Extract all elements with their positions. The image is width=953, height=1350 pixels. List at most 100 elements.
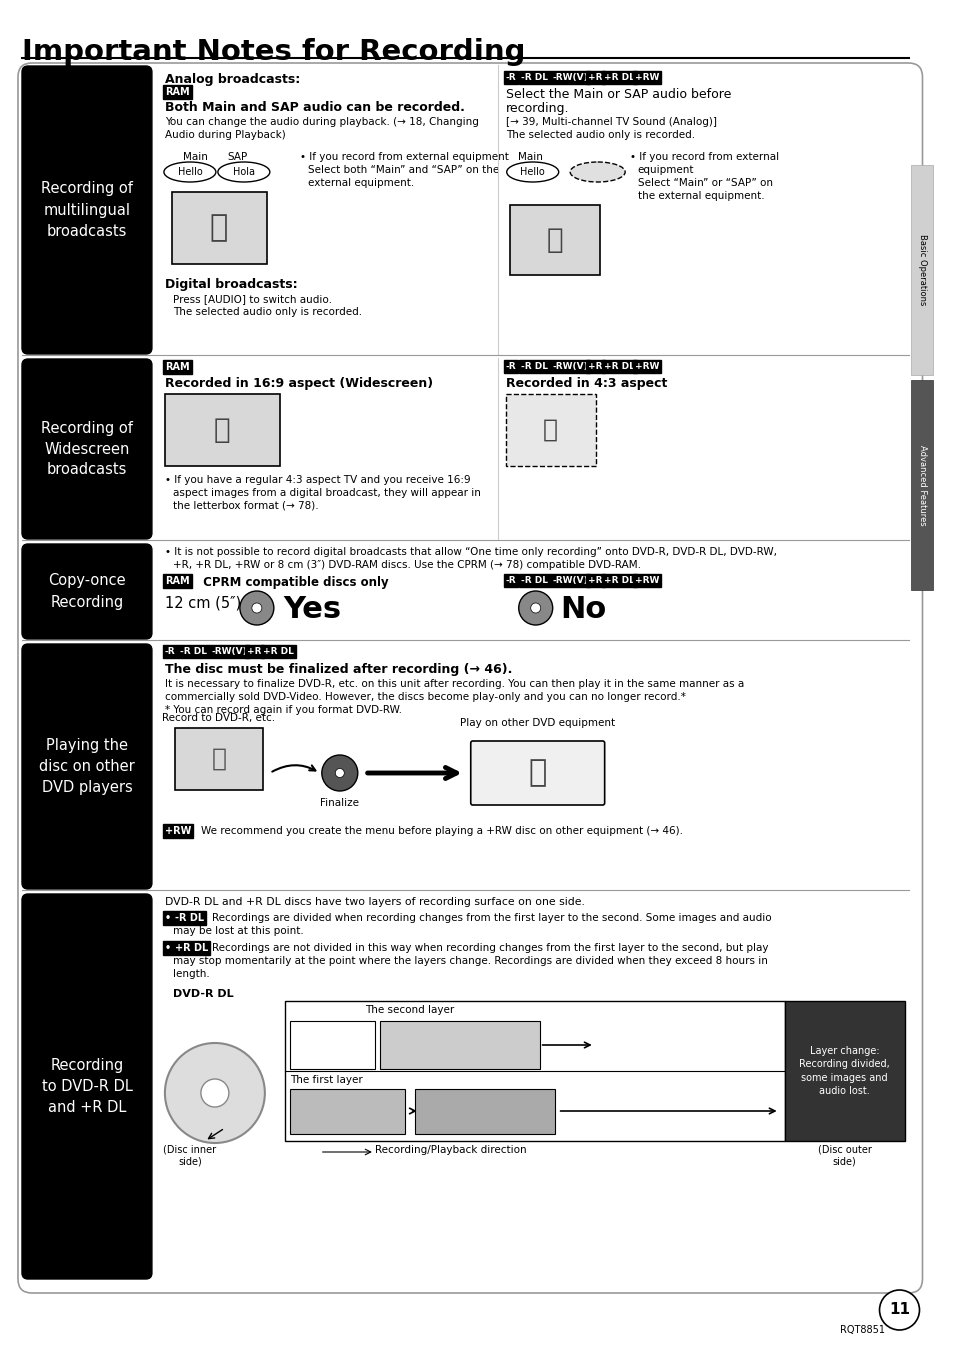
- Text: the letterbox format (→ 78).: the letterbox format (→ 78).: [172, 501, 318, 512]
- Text: +R: +R: [588, 73, 602, 82]
- Text: You can change the audio during playback. (→ 18, Changing: You can change the audio during playback…: [165, 117, 478, 127]
- Text: RAM: RAM: [165, 86, 190, 97]
- Text: • If you have a regular 4:3 aspect TV and you receive 16:9: • If you have a regular 4:3 aspect TV an…: [165, 475, 470, 485]
- Text: Yes: Yes: [282, 595, 340, 624]
- Text: Recording
to DVD-R DL
and +R DL: Recording to DVD-R DL and +R DL: [42, 1058, 132, 1115]
- Text: The first layer: The first layer: [290, 1075, 362, 1085]
- FancyBboxPatch shape: [290, 1089, 404, 1134]
- Text: -R: -R: [505, 362, 516, 371]
- Text: Hola: Hola: [233, 167, 254, 177]
- FancyBboxPatch shape: [172, 192, 267, 265]
- Text: +RW: +RW: [634, 576, 659, 585]
- Ellipse shape: [530, 603, 540, 613]
- FancyBboxPatch shape: [22, 894, 152, 1278]
- Text: external equipment.: external equipment.: [308, 178, 414, 188]
- Circle shape: [879, 1291, 919, 1330]
- Text: recording.: recording.: [505, 103, 569, 115]
- Text: -RW(V): -RW(V): [552, 576, 587, 585]
- Text: (Disc outer
side): (Disc outer side): [817, 1145, 870, 1166]
- Text: -R DL: -R DL: [520, 362, 548, 371]
- Text: -RW(V): -RW(V): [552, 362, 587, 371]
- Text: -R DL: -R DL: [520, 73, 548, 82]
- Ellipse shape: [321, 755, 357, 791]
- FancyBboxPatch shape: [22, 544, 152, 639]
- FancyBboxPatch shape: [470, 741, 604, 805]
- Text: +R DL: +R DL: [603, 362, 634, 371]
- Text: The selected audio only is recorded.: The selected audio only is recorded.: [172, 306, 361, 317]
- Text: -RW(V): -RW(V): [552, 73, 587, 82]
- Text: -R DL: -R DL: [175, 913, 204, 923]
- Text: +RW: +RW: [165, 826, 192, 836]
- FancyBboxPatch shape: [22, 644, 152, 890]
- Text: -R: -R: [165, 647, 175, 656]
- Text: The second layer: The second layer: [364, 1004, 454, 1015]
- Text: +R DL: +R DL: [603, 73, 634, 82]
- Text: Finalize: Finalize: [320, 798, 359, 809]
- Text: [→ 39, Multi-channel TV Sound (Analog)]: [→ 39, Multi-channel TV Sound (Analog)]: [505, 117, 716, 127]
- Text: Layer change:
Recording divided,
some images and
audio lost.: Layer change: Recording divided, some im…: [799, 1046, 889, 1096]
- FancyBboxPatch shape: [22, 66, 152, 354]
- Ellipse shape: [252, 603, 261, 613]
- Text: length.: length.: [172, 969, 210, 979]
- Text: Select both “Main” and “SAP” on the: Select both “Main” and “SAP” on the: [308, 165, 498, 176]
- Text: 📹: 📹: [212, 747, 226, 771]
- FancyBboxPatch shape: [505, 394, 595, 466]
- Text: -RW(V): -RW(V): [211, 647, 247, 656]
- Text: Record to DVD-R, etc.: Record to DVD-R, etc.: [162, 713, 275, 724]
- Text: +R: +R: [247, 647, 262, 656]
- Text: 🎬: 🎬: [542, 418, 558, 441]
- Text: CPRM compatible discs only: CPRM compatible discs only: [198, 576, 388, 589]
- FancyBboxPatch shape: [22, 359, 152, 539]
- Text: DVD-R DL: DVD-R DL: [172, 990, 233, 999]
- Text: Analog broadcasts:: Analog broadcasts:: [165, 73, 300, 86]
- Text: may be lost at this point.: may be lost at this point.: [172, 926, 303, 936]
- Text: Recording 1: Recording 1: [315, 1106, 377, 1116]
- Text: -R DL: -R DL: [180, 647, 207, 656]
- Text: Recording/Playback direction: Recording/Playback direction: [375, 1145, 526, 1156]
- Text: Advanced Features: Advanced Features: [917, 444, 926, 525]
- Text: -R: -R: [505, 73, 516, 82]
- Text: Recordings are not divided in this way when recording changes from the first lay: Recordings are not divided in this way w…: [212, 944, 767, 953]
- Text: Hello: Hello: [177, 167, 202, 177]
- Text: Recorded in 16:9 aspect (Widescreen): Recorded in 16:9 aspect (Widescreen): [165, 377, 433, 390]
- Text: the external equipment.: the external equipment.: [637, 190, 763, 201]
- Text: (Disc inner
side): (Disc inner side): [163, 1145, 216, 1166]
- Text: +R DL: +R DL: [603, 576, 634, 585]
- Text: Main: Main: [517, 153, 542, 162]
- Text: Select the Main or SAP audio before: Select the Main or SAP audio before: [505, 88, 730, 101]
- Text: 12 cm (5″): 12 cm (5″): [165, 595, 241, 610]
- Text: equipment: equipment: [637, 165, 694, 176]
- Text: Main: Main: [183, 153, 208, 162]
- Text: Select “Main” or “SAP” on: Select “Main” or “SAP” on: [637, 178, 772, 188]
- Ellipse shape: [518, 591, 552, 625]
- Text: +R DL: +R DL: [175, 944, 208, 953]
- Text: The selected audio only is recorded.: The selected audio only is recorded.: [505, 130, 694, 140]
- Text: We recommend you create the menu before playing a +RW disc on other equipment (→: We recommend you create the menu before …: [201, 826, 682, 836]
- Text: Hello: Hello: [519, 167, 544, 177]
- FancyBboxPatch shape: [18, 63, 922, 1293]
- Text: • If you record from external equipment: • If you record from external equipment: [299, 153, 508, 162]
- Text: Recording of
Widescreen
broadcasts: Recording of Widescreen broadcasts: [41, 420, 132, 478]
- Ellipse shape: [335, 768, 344, 778]
- FancyBboxPatch shape: [415, 1089, 554, 1134]
- Text: 11: 11: [888, 1303, 909, 1318]
- Ellipse shape: [239, 591, 274, 625]
- Text: Important Notes for Recording: Important Notes for Recording: [22, 38, 525, 66]
- Text: The available
space: The available space: [301, 1035, 362, 1054]
- Text: 🎬: 🎬: [213, 416, 230, 444]
- Text: 📺: 📺: [528, 759, 546, 787]
- Text: Recording 3: Recording 3: [428, 1040, 490, 1050]
- Text: DVD-R DL and +R DL discs have two layers of recording surface on one side.: DVD-R DL and +R DL discs have two layers…: [165, 896, 584, 907]
- FancyBboxPatch shape: [910, 165, 932, 375]
- Text: * You can record again if you format DVD-RW.: * You can record again if you format DVD…: [165, 705, 401, 716]
- Text: Playing the
disc on other
DVD players: Playing the disc on other DVD players: [39, 738, 134, 795]
- Text: +R, +R DL, +RW or 8 cm (3″) DVD-RAM discs. Use the CPRM (→ 78) compatible DVD-RA: +R, +R DL, +RW or 8 cm (3″) DVD-RAM disc…: [172, 560, 640, 570]
- Text: It is necessary to finalize DVD-R, etc. on this unit after recording. You can th: It is necessary to finalize DVD-R, etc. …: [165, 679, 743, 688]
- FancyBboxPatch shape: [165, 394, 279, 466]
- Text: Copy-once
Recording: Copy-once Recording: [48, 574, 126, 609]
- Ellipse shape: [217, 162, 270, 182]
- Text: Basic Operations: Basic Operations: [917, 235, 926, 305]
- Text: 👥: 👥: [210, 213, 228, 243]
- Text: Digital broadcasts:: Digital broadcasts:: [165, 278, 297, 292]
- FancyBboxPatch shape: [910, 379, 932, 590]
